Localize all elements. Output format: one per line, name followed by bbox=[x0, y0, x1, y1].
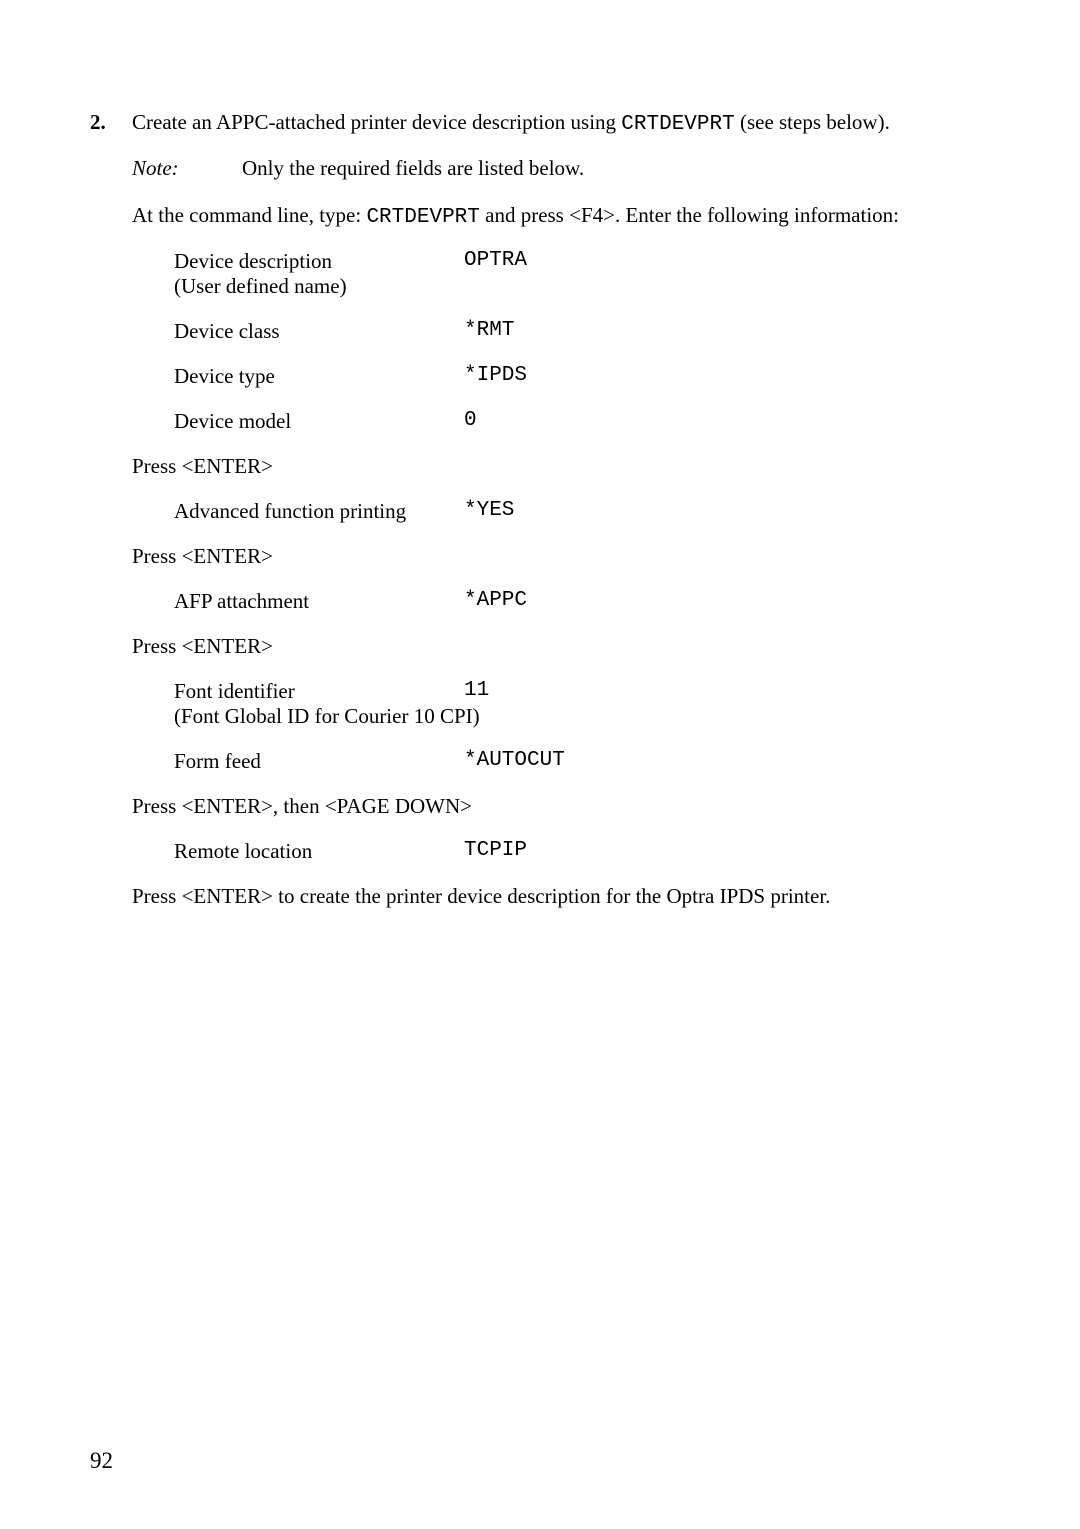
page-number: 92 bbox=[90, 1448, 113, 1474]
field-value: *IPDS bbox=[464, 364, 527, 389]
final-paragraph: Press <ENTER> to create the printer devi… bbox=[132, 884, 990, 909]
list-body: Create an APPC-attached printer device d… bbox=[132, 110, 990, 929]
intro-paragraph: Create an APPC-attached printer device d… bbox=[132, 110, 990, 136]
field-value: *APPC bbox=[464, 589, 527, 614]
field-form-feed: Form feed *AUTOCUT bbox=[174, 749, 990, 774]
field-label: AFP attachment bbox=[174, 589, 464, 614]
field-afp-attachment: AFP attachment *APPC bbox=[174, 589, 990, 614]
note-text: Only the required fields are listed belo… bbox=[242, 156, 584, 181]
intro-code: CRTDEVPRT bbox=[621, 113, 734, 136]
field-value: *RMT bbox=[464, 319, 514, 344]
intro-post: (see steps below). bbox=[735, 110, 890, 134]
field-value: OPTRA bbox=[464, 249, 527, 274]
intro-pre: Create an APPC-attached printer device d… bbox=[132, 110, 621, 134]
field-device-type: Device type *IPDS bbox=[174, 364, 990, 389]
field-label: Device class bbox=[174, 319, 464, 344]
command-pre: At the command line, type: bbox=[132, 203, 366, 227]
press-enter-2: Press <ENTER> bbox=[132, 544, 990, 569]
command-post: and press <F4>. Enter the following info… bbox=[480, 203, 899, 227]
field-label: Advanced function printing bbox=[174, 499, 464, 524]
field-font-identifier: Font identifier 11 bbox=[174, 679, 990, 704]
field-value: 0 bbox=[464, 409, 477, 434]
field-value: *AUTOCUT bbox=[464, 749, 565, 774]
field-font-identifier-sub: (Font Global ID for Courier 10 CPI) bbox=[174, 704, 990, 729]
numbered-list-item: 2. Create an APPC-attached printer devic… bbox=[90, 110, 990, 929]
field-label: Remote location bbox=[174, 839, 464, 864]
field-label: Device type bbox=[174, 364, 464, 389]
field-advanced-function-printing: Advanced function printing *YES bbox=[174, 499, 990, 524]
field-value: TCPIP bbox=[464, 839, 527, 864]
press-enter-3: Press <ENTER> bbox=[132, 634, 990, 659]
field-device-class: Device class *RMT bbox=[174, 319, 990, 344]
field-remote-location: Remote location TCPIP bbox=[174, 839, 990, 864]
field-label: Form feed bbox=[174, 749, 464, 774]
field-device-description: Device description OPTRA bbox=[174, 249, 990, 274]
field-device-model: Device model 0 bbox=[174, 409, 990, 434]
field-value: 11 bbox=[464, 679, 489, 704]
command-paragraph: At the command line, type: CRTDEVPRT and… bbox=[132, 203, 990, 229]
field-label: Font identifier bbox=[174, 679, 464, 704]
field-label: Device description bbox=[174, 249, 464, 274]
press-enter-pagedown: Press <ENTER>, then <PAGE DOWN> bbox=[132, 794, 990, 819]
note-label: Note: bbox=[132, 156, 242, 181]
field-label: Device model bbox=[174, 409, 464, 434]
note-row: Note: Only the required fields are liste… bbox=[132, 156, 990, 181]
field-device-description-sub: (User defined name) bbox=[174, 274, 990, 299]
list-marker: 2. bbox=[90, 110, 132, 929]
press-enter-1: Press <ENTER> bbox=[132, 454, 990, 479]
field-value: *YES bbox=[464, 499, 514, 524]
command-code: CRTDEVPRT bbox=[366, 206, 479, 229]
